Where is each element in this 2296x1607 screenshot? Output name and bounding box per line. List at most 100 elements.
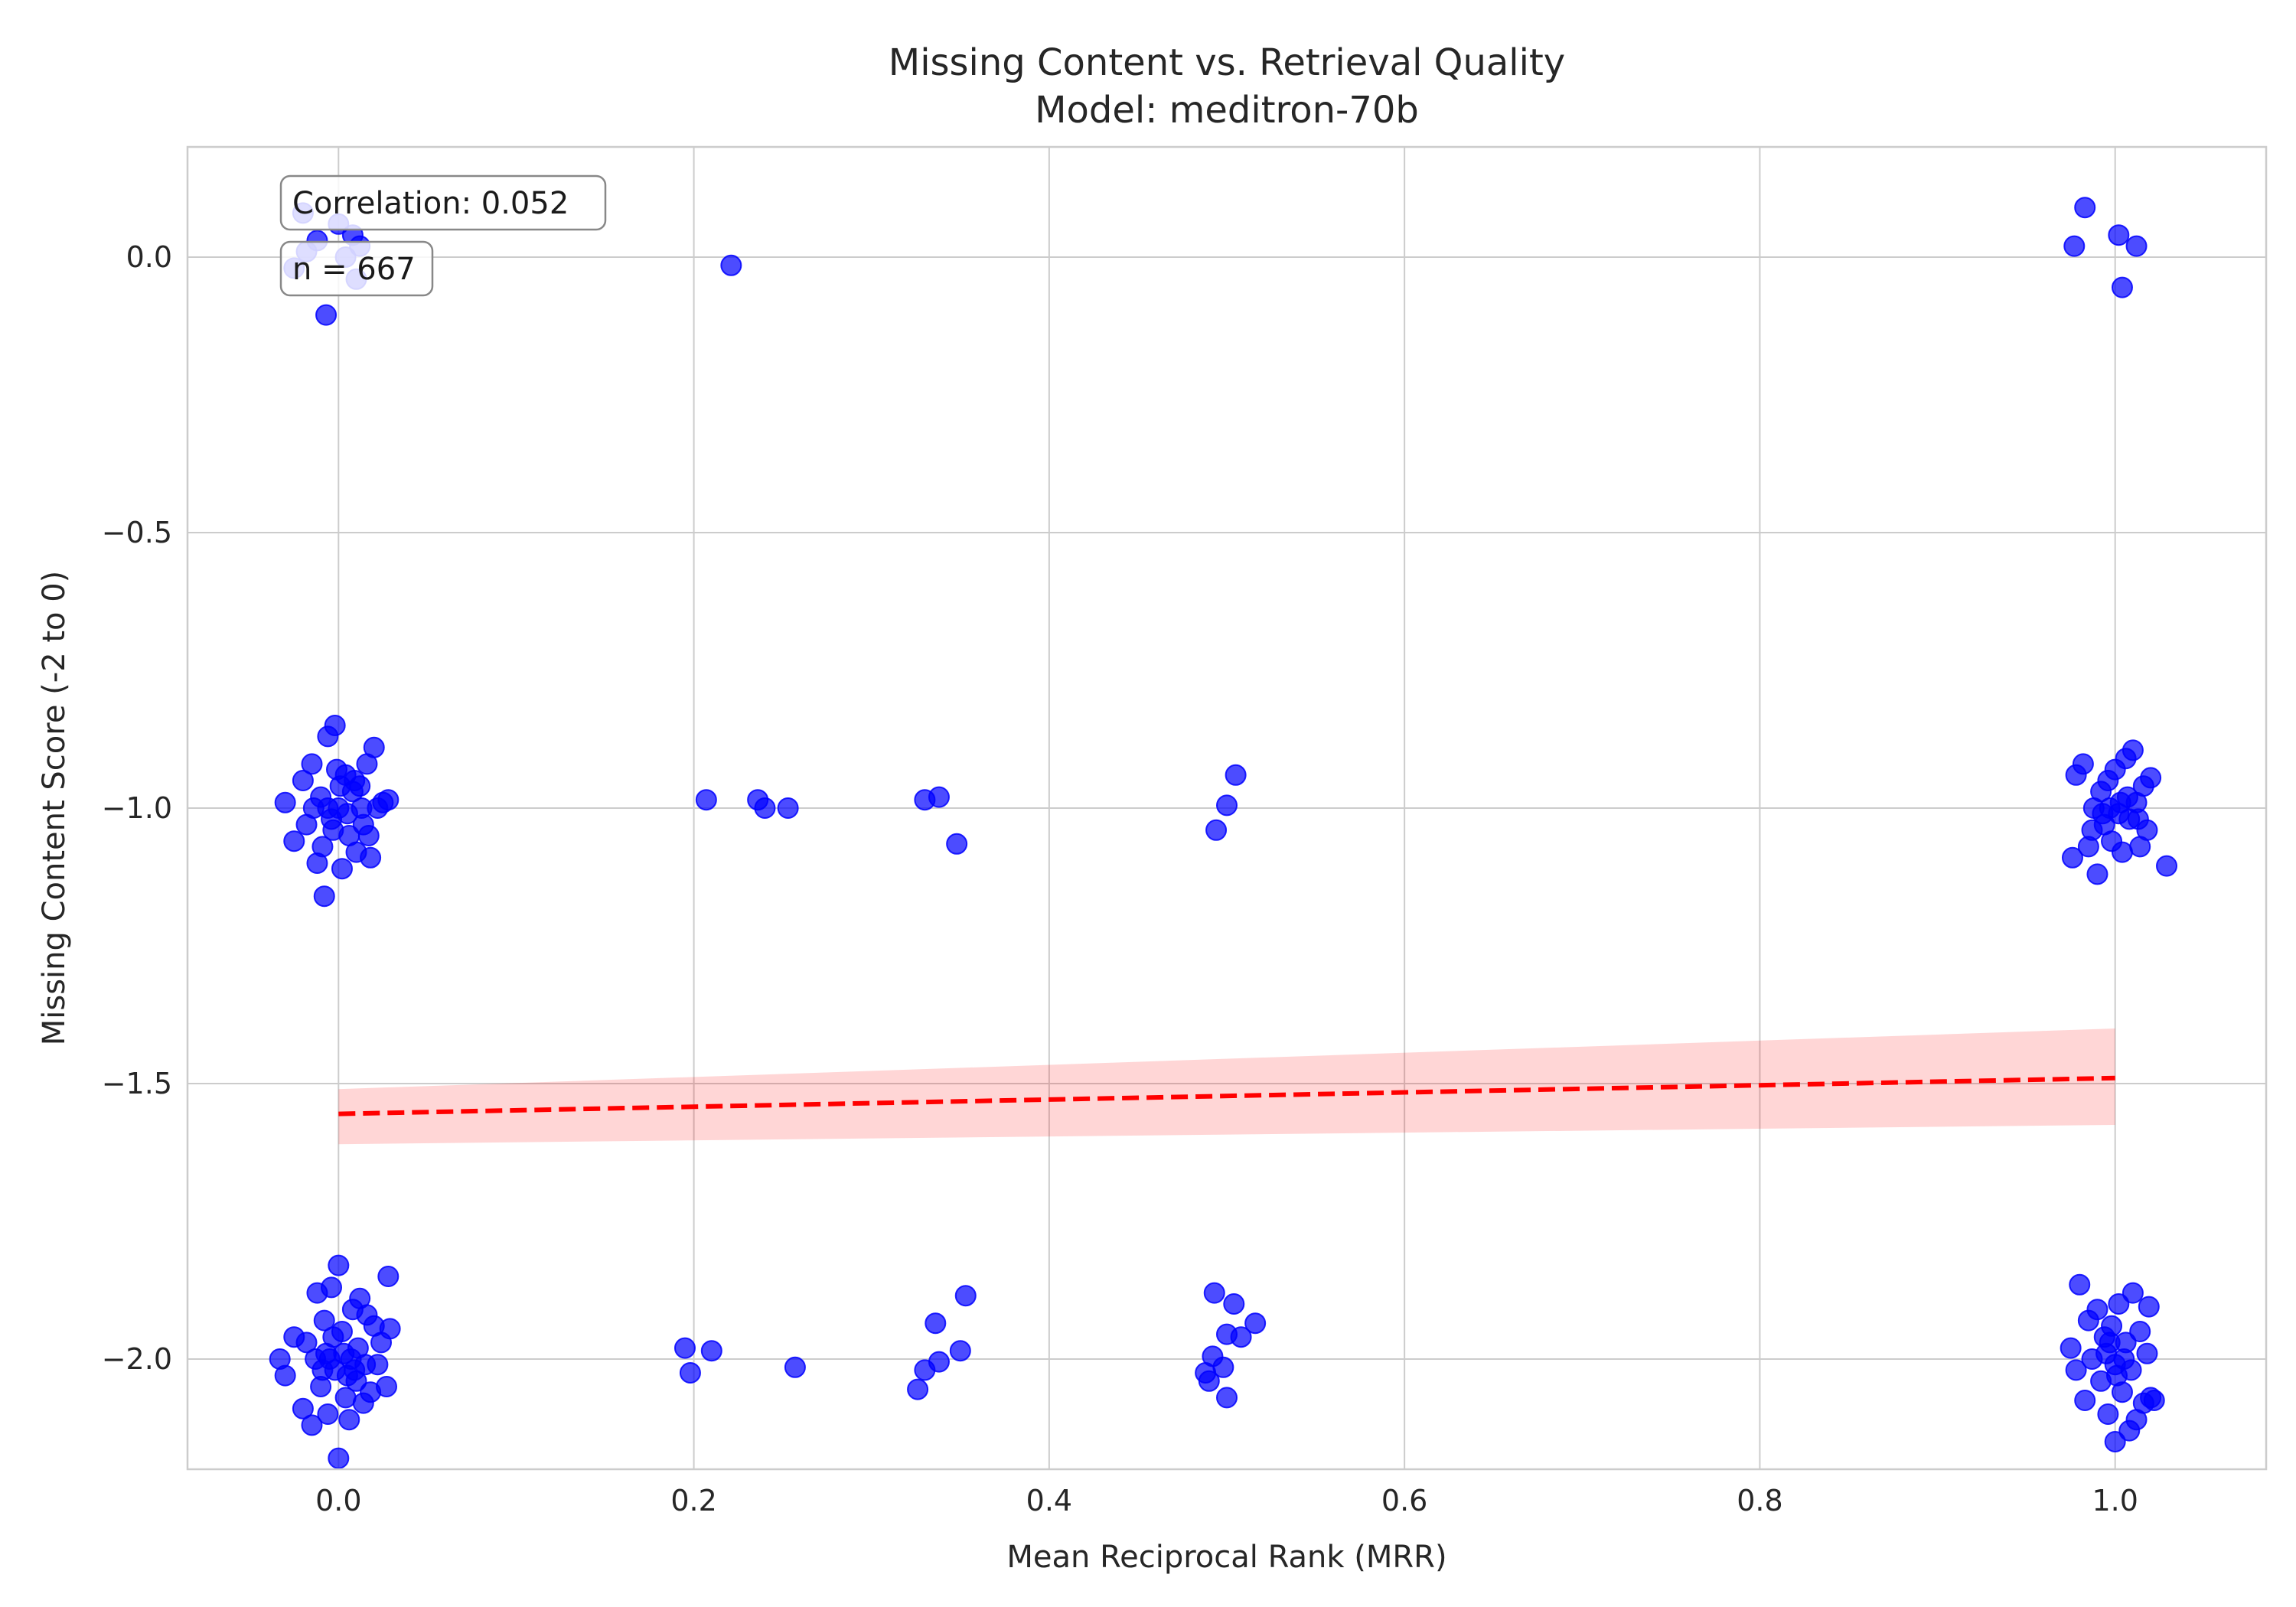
- data-point: [2092, 803, 2114, 825]
- data-point: [907, 1378, 929, 1400]
- data-point: [344, 1359, 366, 1381]
- tick-labels: 0.0 0.2 0.4 0.6 0.8 1.0 0.0 −0.5 −1.0 −1.5 −2.0: [102, 240, 2138, 1517]
- y-tick-label: −1.5: [102, 1067, 172, 1100]
- correlation-annotation: Correlation: 0.052: [279, 174, 607, 231]
- data-point: [2122, 739, 2144, 761]
- data-point: [700, 1340, 722, 1362]
- data-point: [2063, 235, 2086, 257]
- x-tick-label: 1.0: [2092, 1484, 2138, 1517]
- data-point: [328, 1447, 350, 1469]
- data-point: [2143, 1390, 2165, 1411]
- data-point: [784, 1356, 806, 1378]
- data-point: [2140, 767, 2162, 789]
- data-point: [2138, 1296, 2160, 1318]
- n-text: n = 667: [292, 252, 416, 287]
- n-annotation: n = 667: [279, 240, 434, 297]
- data-point: [754, 797, 776, 819]
- data-point: [2065, 1359, 2087, 1381]
- data-point: [2072, 753, 2094, 775]
- data-point: [2097, 1403, 2119, 1425]
- x-tick-label: 0.4: [1026, 1484, 1072, 1517]
- data-point: [2104, 1431, 2126, 1452]
- data-point: [1212, 1356, 1234, 1378]
- data-point: [2125, 235, 2148, 257]
- data-point: [295, 1332, 318, 1354]
- data-point: [322, 819, 344, 841]
- data-point: [2129, 1321, 2151, 1342]
- x-tick-label: 0.8: [1737, 1484, 1782, 1517]
- chart-title: Missing Content vs. Retrieval Quality: [889, 41, 1565, 84]
- chart-subtitle: Model: meditron-70b: [1035, 89, 1419, 132]
- data-point: [292, 770, 314, 791]
- data-point: [1216, 794, 1238, 817]
- data-point: [375, 1376, 397, 1397]
- data-point: [338, 1409, 360, 1431]
- y-tick-label: −1.0: [102, 791, 172, 825]
- data-point: [2127, 808, 2149, 830]
- data-point: [2069, 1273, 2091, 1296]
- trend-line-layer: [338, 1075, 2115, 1116]
- correlation-box: [279, 174, 607, 231]
- data-point: [720, 254, 742, 276]
- data-point: [379, 1318, 401, 1340]
- data-point: [313, 885, 335, 908]
- data-point: [2108, 1293, 2130, 1315]
- data-point: [1198, 1370, 1220, 1392]
- data-point: [292, 1397, 314, 1420]
- plot-frame: [186, 145, 2268, 1471]
- data-point: [315, 1342, 338, 1364]
- data-point: [2086, 863, 2108, 885]
- data-point: [2111, 276, 2133, 298]
- data-point: [1244, 1312, 1267, 1335]
- data-point: [274, 791, 296, 813]
- data-point: [2099, 1332, 2121, 1354]
- data-point: [2120, 1359, 2142, 1381]
- data-point: [324, 715, 346, 736]
- data-point: [331, 858, 353, 880]
- data-point: [1223, 1293, 1245, 1315]
- data-point: [2108, 224, 2130, 246]
- data-point: [377, 1266, 400, 1287]
- data-point: [317, 1403, 339, 1425]
- data-point: [2156, 855, 2178, 877]
- data-point: [2136, 1342, 2158, 1364]
- data-point: [357, 825, 380, 846]
- y-tick-label: −2.0: [102, 1342, 172, 1376]
- x-tick-label: 0.0: [315, 1484, 361, 1517]
- data-point: [344, 770, 366, 791]
- data-points: [269, 197, 2178, 1469]
- data-point: [2074, 1390, 2096, 1411]
- data-point: [325, 758, 347, 781]
- data-point: [679, 1362, 701, 1384]
- data-point: [695, 789, 717, 811]
- data-point: [1225, 764, 1247, 786]
- data-point: [311, 836, 334, 858]
- data-point: [328, 1254, 350, 1276]
- y-axis-label: Missing Content Score (-2 to 0): [37, 571, 72, 1046]
- x-tick-label: 0.2: [670, 1484, 716, 1517]
- y-tick-label: −0.5: [102, 516, 172, 549]
- data-point: [283, 830, 305, 852]
- data-point: [777, 797, 799, 819]
- data-point: [302, 797, 325, 819]
- data-point: [928, 1351, 950, 1373]
- data-point: [2116, 786, 2138, 808]
- data-point: [2061, 846, 2083, 869]
- data-point: [351, 797, 373, 819]
- data-point: [321, 1276, 343, 1299]
- data-point: [2081, 819, 2103, 841]
- data-point: [928, 786, 950, 808]
- confidence-band: [338, 1028, 2115, 1145]
- data-point: [1203, 1282, 1225, 1304]
- x-tick-label: 0.6: [1381, 1484, 1427, 1517]
- data-point: [363, 736, 385, 758]
- data-point: [1230, 1326, 1252, 1348]
- data-point: [360, 846, 382, 869]
- data-point: [946, 833, 968, 855]
- data-point: [954, 1285, 977, 1307]
- data-point: [673, 1337, 696, 1359]
- trend-line: [338, 1075, 2115, 1116]
- data-point: [1216, 1387, 1238, 1409]
